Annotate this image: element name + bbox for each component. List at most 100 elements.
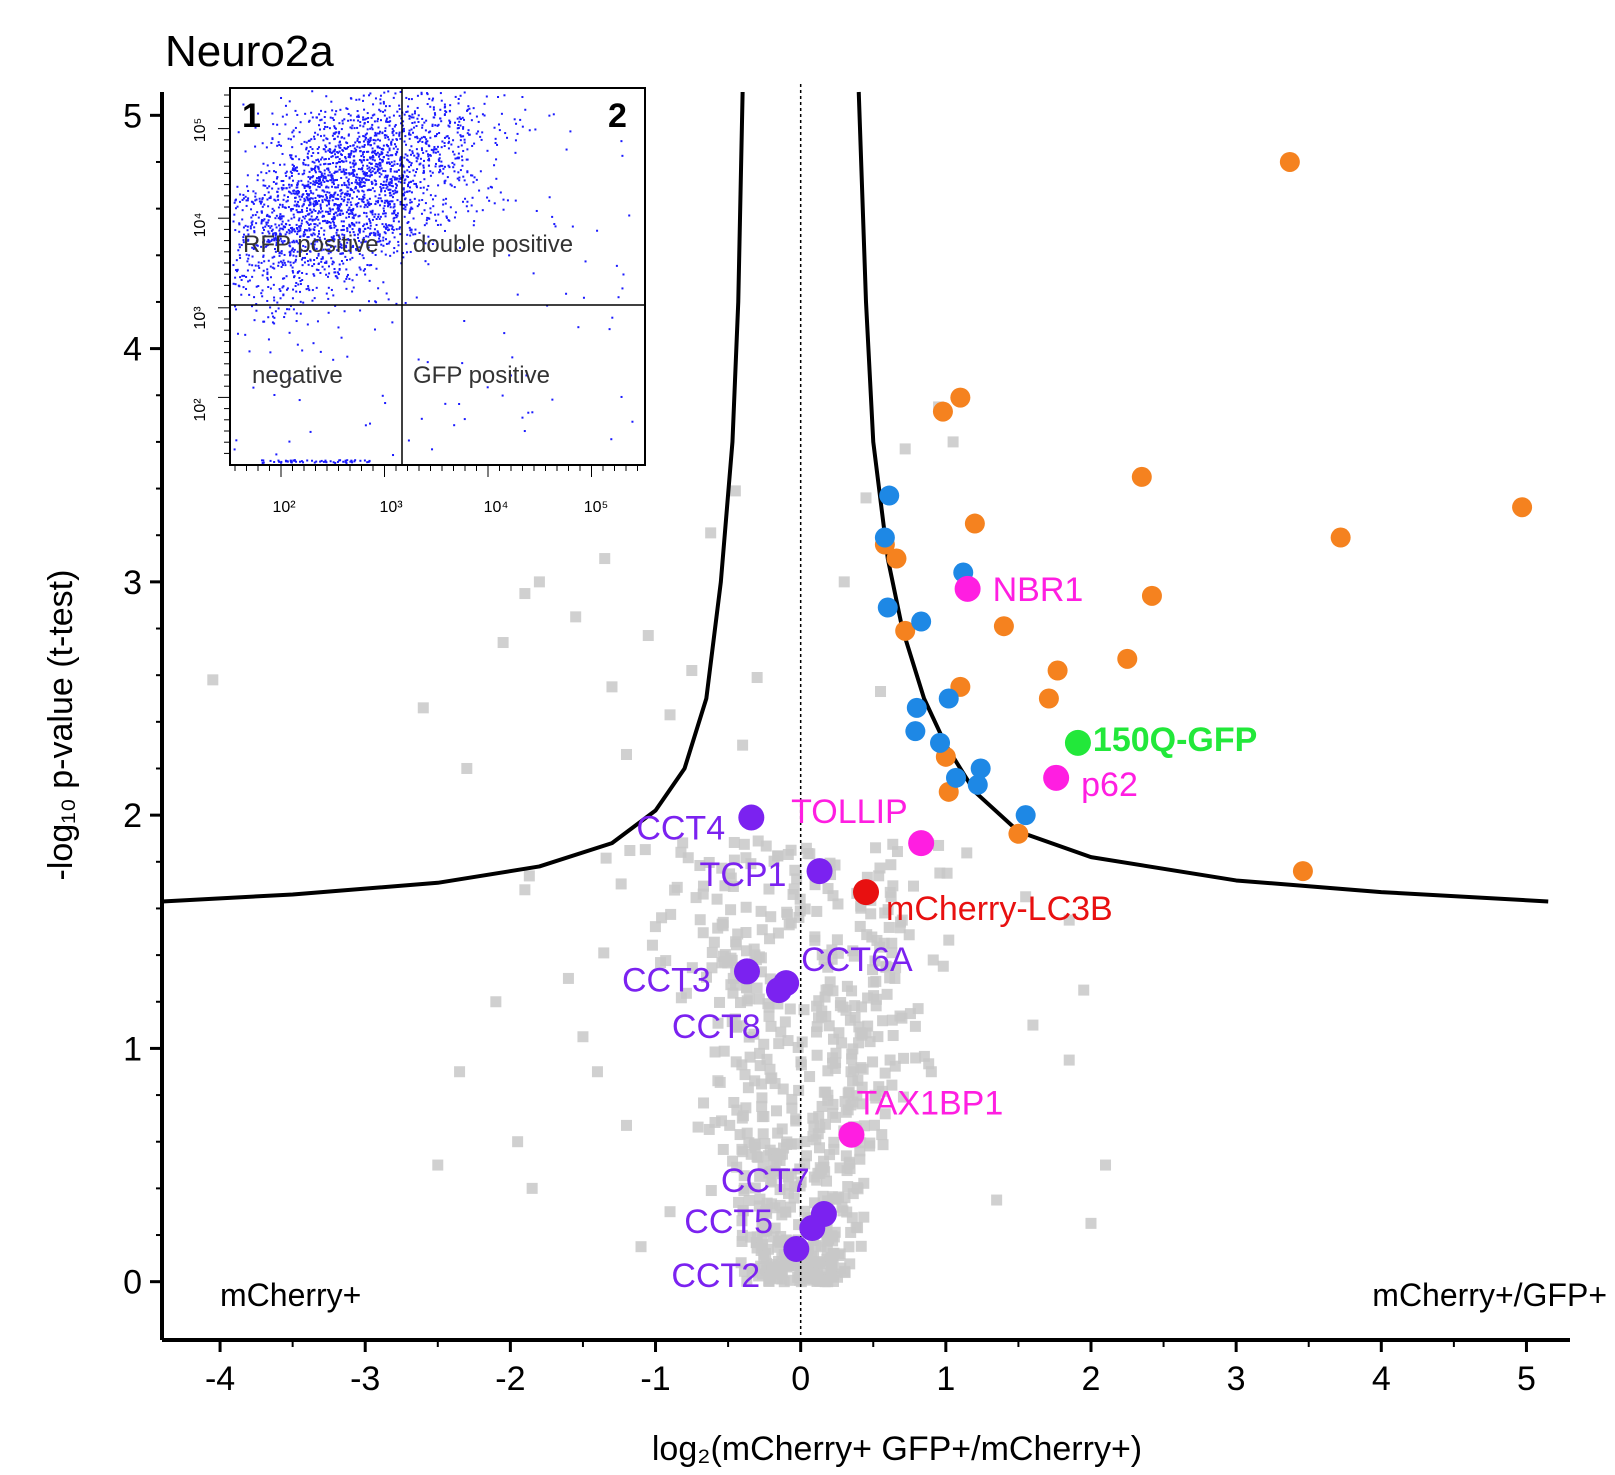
inset-dot [393,236,396,239]
inset-dot [554,225,557,228]
background-point [820,1086,832,1098]
inset-dot [292,129,295,132]
inset-dot [293,216,296,219]
inset-dot [269,265,272,268]
inset-dot [397,169,400,172]
inset-dot [332,235,335,238]
inset-dot [282,184,285,187]
inset-dot [374,133,377,136]
inset-dot [278,132,281,135]
inset-dot [338,146,341,149]
inset-dot [336,277,339,280]
point-label-tcp1: TCP1 [700,856,787,894]
background-point [755,966,767,978]
inset-dot [285,288,288,291]
inset-dot [423,159,426,162]
background-point [909,1020,921,1032]
inset-dot [352,191,355,194]
inset-dot [487,187,490,190]
inset-dot [385,200,388,203]
inset-dot [249,227,252,230]
inset-dot [387,202,390,205]
inset-dot [418,199,421,202]
inset-dot [378,175,381,178]
inset-dot [355,221,358,224]
inset-dot [278,215,281,218]
inset-dot [457,127,460,130]
inset-dot [388,224,391,227]
inset-dot [424,129,427,132]
inset-x-tick-labels: 10² 10³ 10⁴ 10⁵ [272,499,608,516]
background-point [830,1057,842,1069]
inset-dot [252,190,255,193]
inset-dot [285,187,288,190]
inset-dot [399,203,402,206]
inset-dot [338,236,341,239]
inset-dot [355,176,358,179]
inset-dot [382,144,385,147]
inset-dot [316,215,319,218]
inset-dot [389,168,392,171]
inset-dot [384,253,387,256]
inset-dot [429,207,432,210]
inset-dot [388,240,391,243]
background-point [864,1140,876,1152]
inset-dot [380,167,383,170]
inset-dot [300,460,303,463]
inset-dot [352,286,355,289]
inset-dot [313,247,316,250]
inset-dot [360,160,363,163]
inset-dot [374,253,377,256]
inset-dot [317,146,320,149]
inset-dot [387,204,390,207]
inset-dot [235,259,238,262]
inset-dot [345,216,348,219]
inset-dot [610,438,613,441]
inset-dot [395,145,398,148]
inset-dot [497,96,500,99]
inset-dot [396,214,399,217]
inset-dot [271,256,274,259]
inset-dot [343,173,346,176]
inset-dot [339,243,342,246]
inset-dot [255,303,258,306]
inset-dot [299,224,302,227]
background-point [694,914,706,926]
inset-dot [338,204,341,207]
inset-dot [337,209,340,212]
inset-dot [548,196,551,199]
inset-dot [406,190,409,193]
inset-dot [331,218,334,221]
inset-dot [459,124,462,127]
inset-dot [310,167,313,170]
point-cct4 [738,804,765,831]
inset-dot [395,186,398,189]
inset-dot [232,264,235,267]
inset-dot [362,151,365,154]
inset-dot [296,233,299,236]
inset-dot [315,188,318,191]
inset-dot [270,229,273,232]
inset-dot [299,312,302,315]
background-point [762,998,774,1010]
inset-dot [405,110,408,113]
inset-dot [391,175,394,178]
inset-dot [432,106,435,109]
inset-dot [435,135,438,138]
inset-dot [411,122,414,125]
inset-dot [295,190,298,193]
inset-dot [296,230,299,233]
inset-dot [315,199,318,202]
inset-dot [458,116,461,119]
inset-dot [291,146,294,149]
inset-dot [306,260,309,263]
inset-dot [336,170,339,173]
inset-dot [459,139,462,142]
inset-dot [318,194,321,197]
inset-dot [402,187,405,190]
inset-dot [352,174,355,177]
inset-dot [460,135,463,138]
inset-dot [236,332,239,335]
background-point [788,1192,800,1204]
background-point [745,1148,757,1160]
